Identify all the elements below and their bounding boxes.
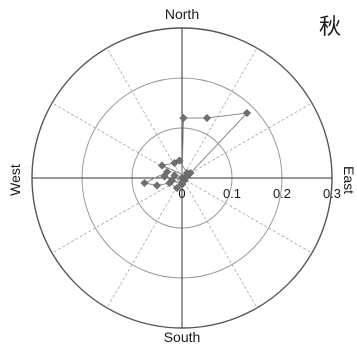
series-0-point-21 — [182, 168, 192, 178]
series-0-point-18 — [157, 161, 167, 170]
radial-tick-label-2: 0.2 — [273, 186, 291, 201]
series-0-point-13 — [152, 181, 162, 190]
north-label: North — [165, 6, 199, 22]
series-0-point-2 — [202, 113, 212, 123]
series-0-point-1 — [179, 113, 188, 123]
series-layer — [140, 108, 252, 193]
grid-spoke-240 — [106, 177, 183, 309]
series-0-point-3 — [242, 108, 252, 118]
radial-tick-label-3: 0.3 — [323, 186, 341, 201]
grid-spoke-330 — [181, 177, 313, 254]
polar-grid — [31, 27, 333, 329]
grid-spoke-120 — [106, 47, 183, 179]
series-0-point-20 — [175, 156, 184, 165]
series-0-point-11 — [162, 167, 172, 177]
west-label: West — [7, 164, 23, 196]
series-0-point-12 — [140, 178, 149, 188]
east-label: East — [341, 166, 357, 194]
grid-spoke-30 — [181, 102, 313, 179]
series-0-point-16 — [177, 178, 187, 188]
grid-spoke-300 — [181, 177, 258, 309]
radial-tick-labels: 0 0.1 0.2 0.3 — [178, 186, 341, 201]
series-0-point-15 — [172, 183, 182, 193]
south-label: South — [164, 329, 201, 345]
radial-tick-label-0: 0 — [178, 186, 185, 201]
series-0-point-14 — [165, 178, 174, 188]
grid-spoke-210 — [51, 177, 183, 254]
grid-spoke-60 — [181, 47, 258, 179]
season-label: 秋 — [319, 15, 341, 40]
radial-tick-label-1: 0.1 — [223, 186, 241, 201]
